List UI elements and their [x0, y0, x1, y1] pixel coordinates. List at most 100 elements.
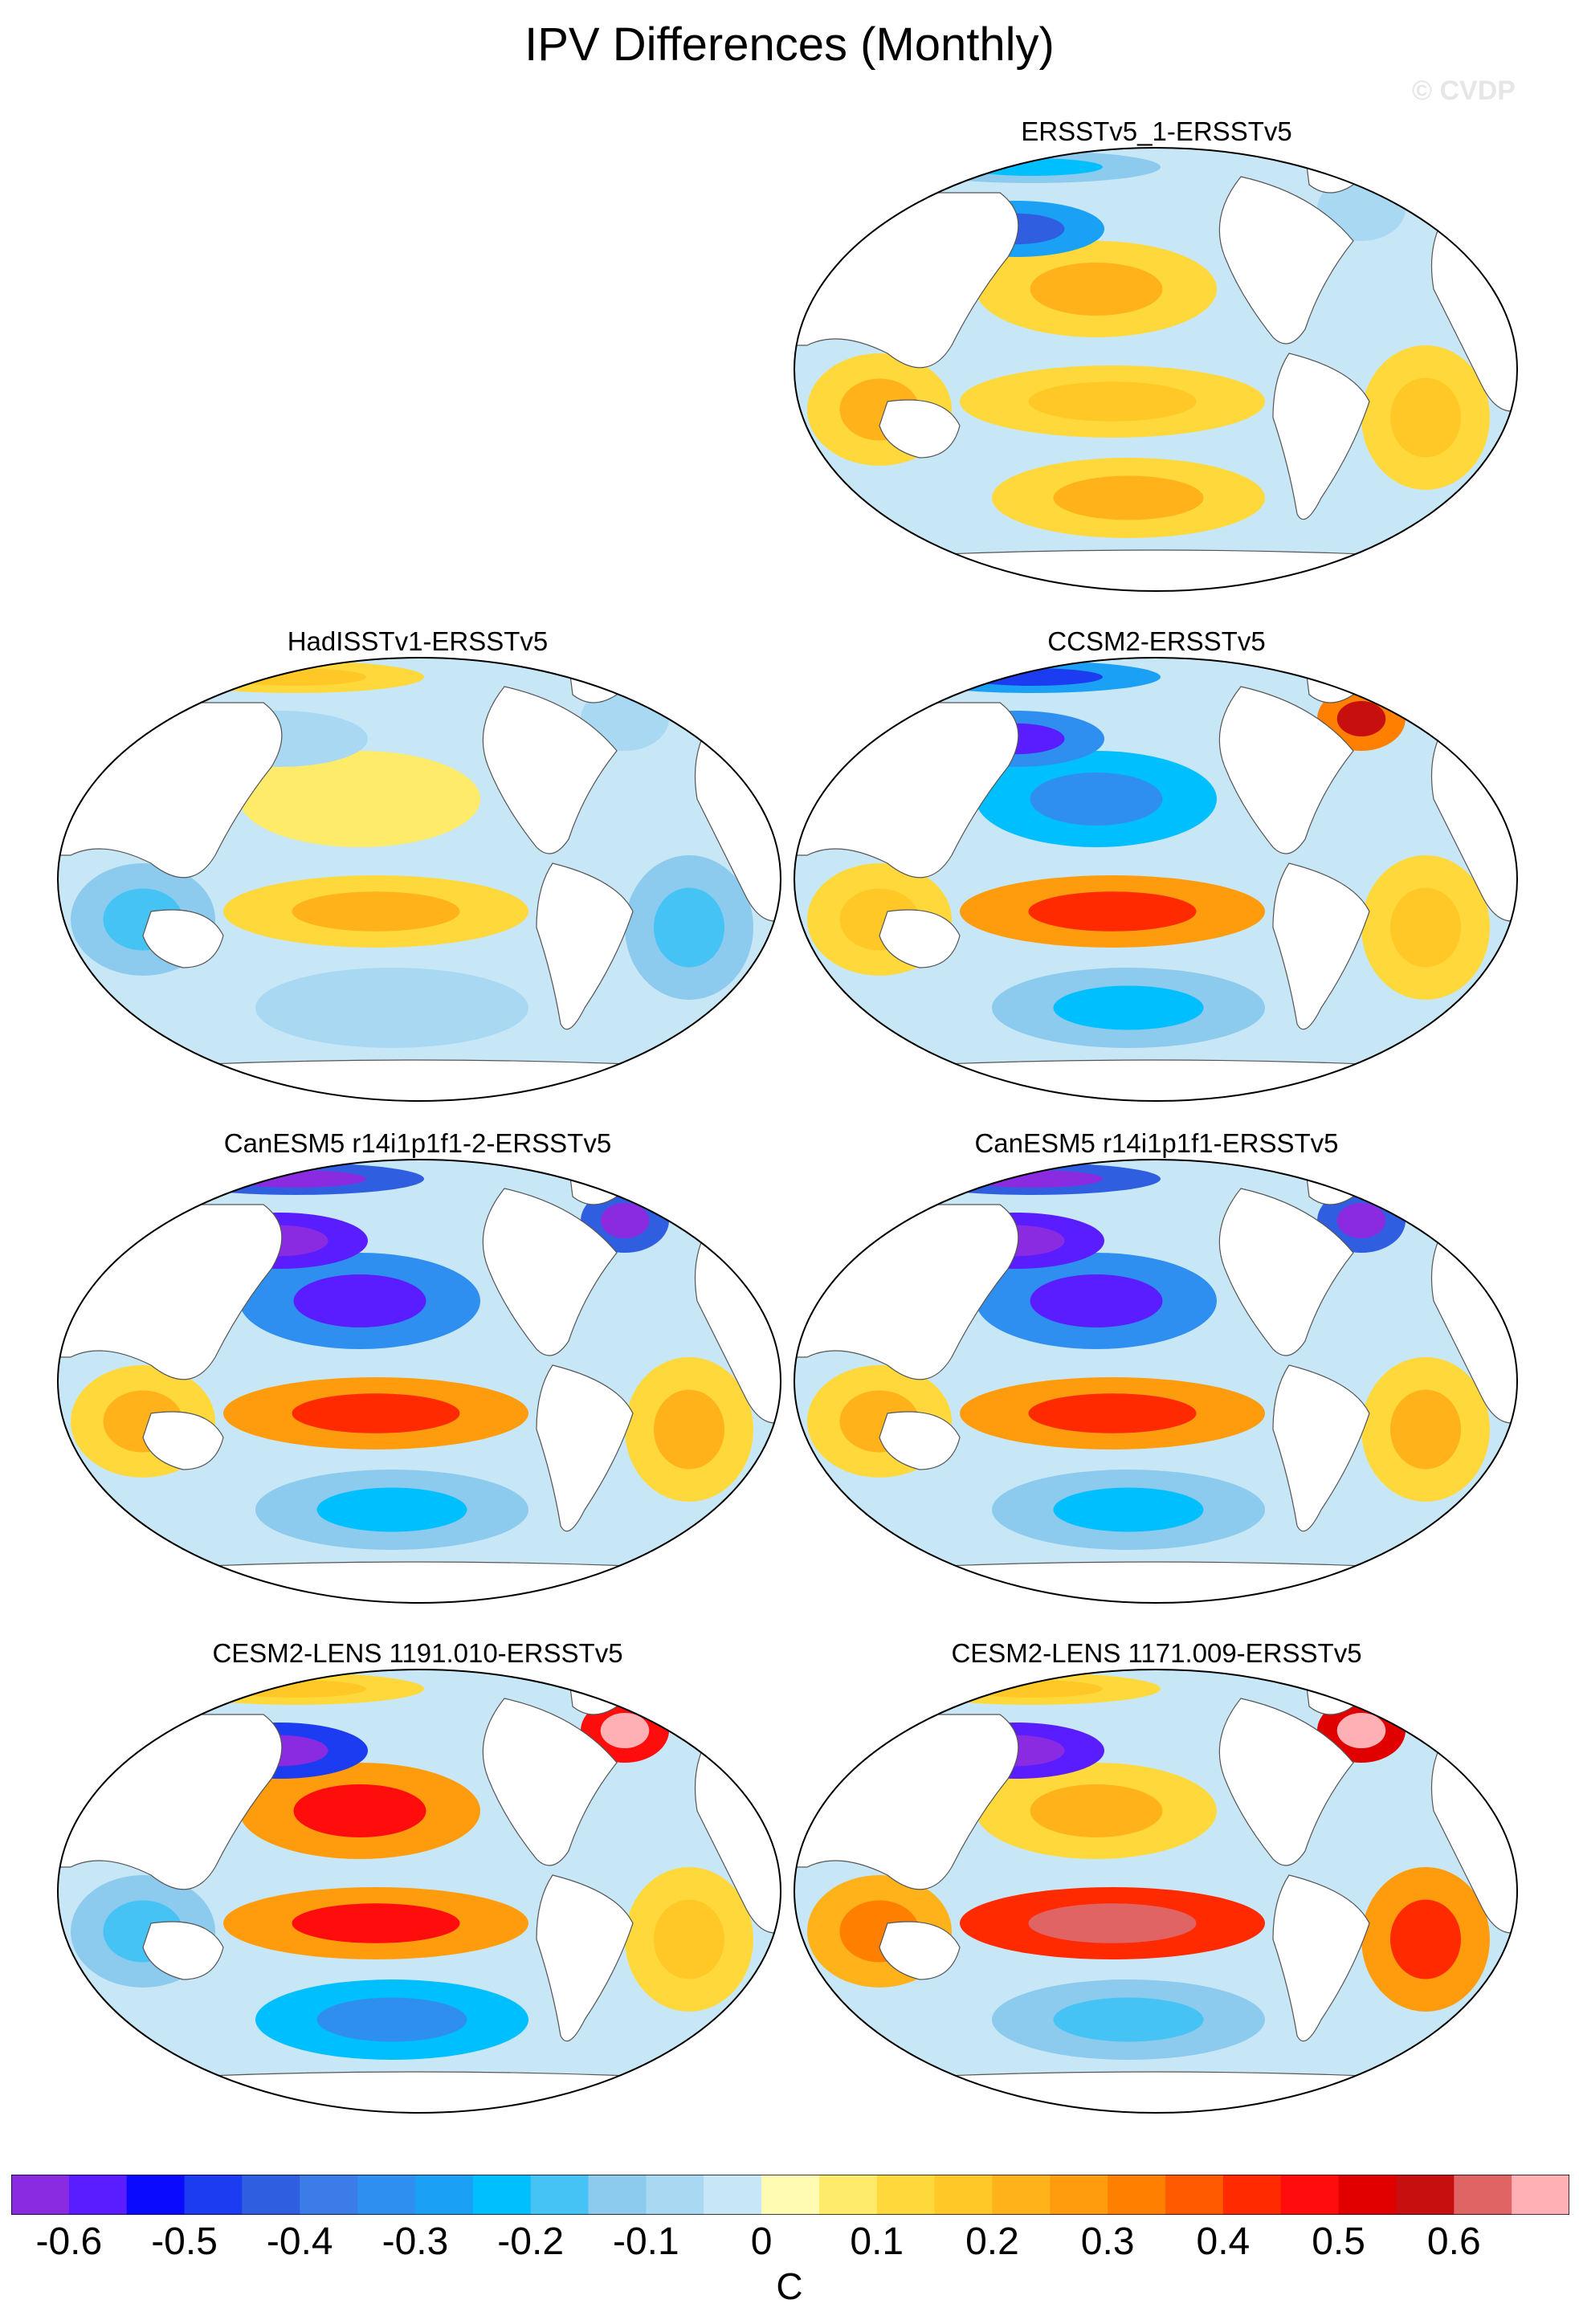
colorbar-tick-label: -0.4	[266, 2220, 333, 2263]
land-north-america-p6	[482, 1698, 618, 1866]
anomaly-core-trop-p2	[292, 891, 460, 932]
land-greenland-p5	[1304, 1164, 1354, 1205]
land-antarctica-p2	[58, 1059, 781, 1101]
colorbar-swatch-8	[472, 2175, 532, 2215]
anomaly-core-sp-p6	[316, 1997, 467, 2042]
anomaly-core-atl-p3	[1390, 887, 1461, 968]
map-border-p2	[57, 657, 781, 1102]
anomaly-core-sp-p4	[316, 1487, 467, 1532]
anomaly-core-ntl-p5	[1336, 1203, 1386, 1238]
colorbar-tick-label: 0.1	[850, 2220, 904, 2263]
colorbar-swatch-5	[300, 2175, 358, 2215]
anomaly-core-ntl-p4	[600, 1203, 650, 1238]
map-border-p3	[794, 657, 1518, 1102]
anomaly-core-np-p5	[1030, 1274, 1163, 1327]
map-border-p1	[794, 147, 1518, 592]
anomaly-core-sp-p3	[1053, 985, 1204, 1030]
map-p1	[794, 147, 1518, 592]
panel-title-p1: ERSSTv5_1-ERSSTv5	[1021, 116, 1292, 146]
land-greenland-p4	[568, 1164, 618, 1205]
anomaly-core-trop-p3	[1028, 891, 1197, 932]
panel-title-p5: CanESM5 r14i1p1f1-ERSSTv5	[974, 1128, 1339, 1158]
land-south-america-p4	[536, 1364, 634, 1532]
colorbar-swatch-3	[184, 2175, 243, 2215]
anomaly-core-atl-p6	[654, 1899, 724, 1979]
land-australia-p7	[879, 1921, 961, 1980]
anomaly-core-ntl-p2	[600, 701, 650, 736]
colorbar-tick-label: 0.6	[1426, 2220, 1481, 2263]
anomaly-core-np-p1	[1030, 263, 1163, 316]
anomaly-core-atl-p5	[1390, 1389, 1461, 1470]
map-p2	[57, 657, 781, 1102]
colorbar-swatch-25	[1454, 2175, 1512, 2215]
panel-title-p6: CESM2-LENS 1191.010-ERSSTv5	[212, 1638, 623, 1668]
colorbar-swatch-16	[934, 2175, 993, 2215]
land-greenland-p7	[1304, 1674, 1354, 1715]
colorbar-swatch-4	[242, 2175, 300, 2215]
anomaly-core-atl-p4	[654, 1389, 724, 1470]
colorbar-tick-label: -0.2	[497, 2220, 565, 2263]
land-north-america-p5	[1218, 1188, 1354, 1356]
anomaly-core-trop-p4	[292, 1393, 460, 1433]
land-south-america-p3	[1272, 862, 1370, 1030]
colorbar-swatch-23	[1338, 2175, 1397, 2215]
panel-title-p4: CanESM5 r14i1p1f1-2-ERSSTv5	[223, 1128, 612, 1158]
colorbar-swatch-26	[1512, 2175, 1569, 2215]
anomaly-core-atl-p7	[1390, 1899, 1461, 1979]
anomaly-core-trop-p1	[1028, 381, 1197, 422]
land-antarctica-p7	[794, 2071, 1517, 2113]
anomaly-core-np-p6	[293, 1784, 426, 1837]
land-greenland-p2	[568, 662, 618, 703]
colorbar-tick-label: 0.3	[1080, 2220, 1135, 2263]
colorbar-swatch-14	[818, 2175, 878, 2215]
land-australia-p1	[879, 399, 961, 459]
anomaly-core-np-p3	[1030, 773, 1163, 826]
anomaly-core-np-p7	[1030, 1784, 1163, 1837]
map-p4	[57, 1159, 781, 1604]
anomaly-core-atl-p1	[1390, 377, 1461, 458]
anomaly-core-sp-p1	[1053, 475, 1204, 520]
map-p7	[794, 1669, 1518, 2114]
land-greenland-p1	[1304, 152, 1354, 194]
colorbar-swatch-17	[992, 2175, 1051, 2215]
map-border-p5	[794, 1159, 1518, 1604]
land-north-america-p2	[482, 686, 618, 854]
anomaly-core-np-p4	[293, 1274, 426, 1327]
colorbar-tick-label: -0.5	[151, 2220, 218, 2263]
land-antarctica-p3	[794, 1059, 1517, 1101]
colorbar-tick-label: 0	[750, 2220, 773, 2263]
land-antarctica-p1	[794, 549, 1517, 591]
anomaly-core-ntl-p6	[600, 1713, 650, 1748]
panel-title-p2: HadISSTv1-ERSSTv5	[287, 626, 549, 656]
anomaly-core-sp-p5	[1053, 1487, 1204, 1532]
colorbar-swatch-11	[646, 2175, 704, 2215]
land-north-america-p3	[1218, 686, 1354, 854]
land-north-america-p4	[482, 1188, 618, 1356]
land-south-america-p2	[536, 862, 634, 1030]
colorbar	[11, 2175, 1569, 2215]
land-south-america-p5	[1272, 1364, 1370, 1532]
panel-title-p7: CESM2-LENS 1171.009-ERSSTv5	[951, 1638, 1362, 1668]
anomaly-core-ntl-p3	[1336, 701, 1386, 736]
land-greenland-p6	[568, 1674, 618, 1715]
colorbar-tick-label: 0.5	[1312, 2220, 1365, 2263]
colorbar-tick-label: 0.4	[1196, 2220, 1251, 2263]
land-australia-p3	[879, 909, 961, 968]
land-australia-p4	[142, 1411, 224, 1470]
anomaly-core-atl-p2	[654, 887, 724, 968]
colorbar-tick-label: -0.6	[35, 2220, 103, 2263]
colorbar-swatch-0	[11, 2175, 70, 2215]
map-border-p4	[57, 1159, 781, 1604]
map-p6	[57, 1669, 781, 2114]
anomaly-core-trop-p7	[1028, 1903, 1197, 1943]
anomaly-core-sp-p7	[1053, 1997, 1204, 2042]
colorbar-swatch-15	[876, 2175, 936, 2215]
colorbar-swatch-6	[357, 2175, 416, 2215]
colorbar-swatch-22	[1280, 2175, 1340, 2215]
land-australia-p5	[879, 1411, 961, 1470]
map-border-p7	[794, 1669, 1518, 2114]
anomaly-core-sp-p2	[316, 985, 467, 1030]
panel-title-p3: CCSM2-ERSSTv5	[1047, 626, 1266, 656]
land-south-america-p1	[1272, 353, 1370, 520]
land-antarctica-p5	[794, 1561, 1517, 1603]
